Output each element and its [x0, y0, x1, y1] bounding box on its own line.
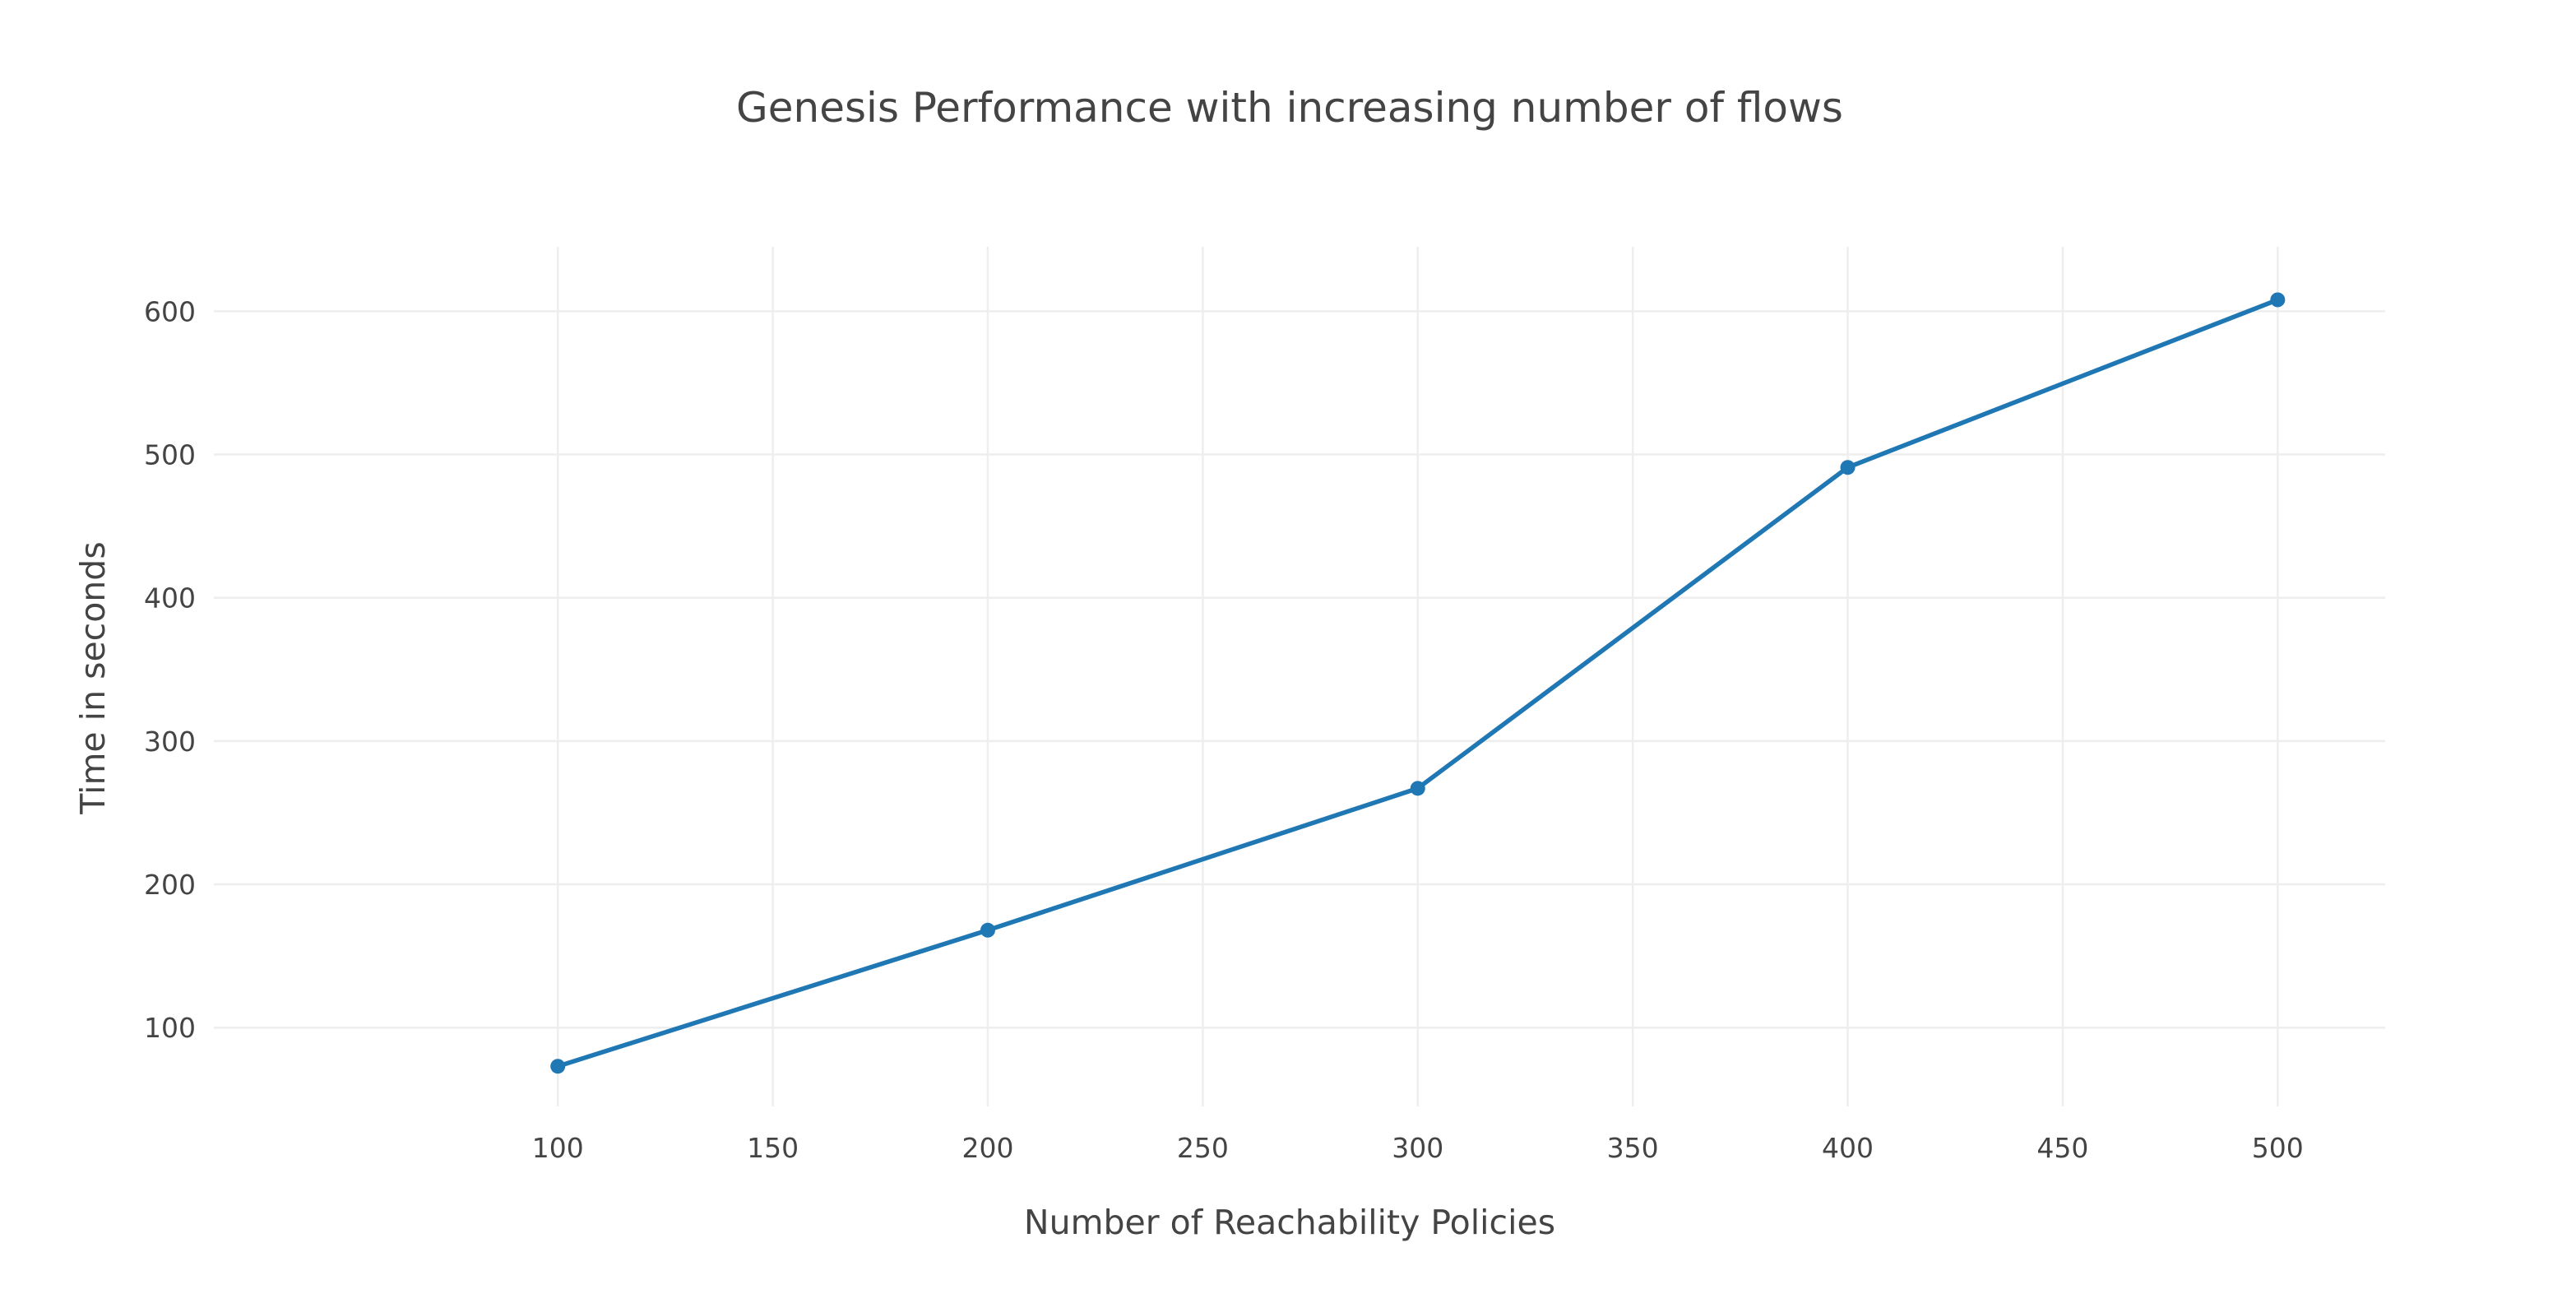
x-tick-label: 500 — [2252, 1132, 2304, 1164]
x-tick-label: 250 — [1177, 1132, 1229, 1164]
y-tick-label: 100 — [144, 1012, 196, 1044]
data-points — [550, 292, 2286, 1074]
x-tick-label: 200 — [961, 1132, 1013, 1164]
x-tick-label: 100 — [532, 1132, 584, 1164]
x-tick-label: 300 — [1392, 1132, 1443, 1164]
y-tick-labels: 100 200 300 400 500 600 — [144, 295, 196, 1044]
y-gridlines — [214, 310, 2385, 1029]
y-tick-label: 400 — [144, 582, 196, 614]
y-tick-label: 200 — [144, 869, 196, 901]
y-axis-label: Time in seconds — [73, 541, 113, 814]
x-tick-labels: 100 150 200 250 300 350 400 450 500 — [532, 1132, 2304, 1164]
data-point — [1410, 781, 1425, 796]
y-tick-label: 600 — [144, 295, 196, 327]
y-tick-label: 500 — [144, 439, 196, 471]
x-tick-label: 450 — [2036, 1132, 2088, 1164]
data-point — [2270, 292, 2286, 308]
data-point — [550, 1059, 566, 1074]
x-tick-label: 400 — [1822, 1132, 1874, 1164]
x-gridlines — [556, 247, 2279, 1106]
x-axis-label: Number of Reachability Policies — [1024, 1203, 1555, 1242]
data-point — [1840, 460, 1856, 475]
y-tick-label: 300 — [144, 726, 196, 758]
chart-title: Genesis Performance with increasing numb… — [736, 84, 1843, 132]
x-tick-label: 350 — [1607, 1132, 1659, 1164]
data-point — [980, 922, 995, 938]
x-tick-label: 150 — [747, 1132, 799, 1164]
